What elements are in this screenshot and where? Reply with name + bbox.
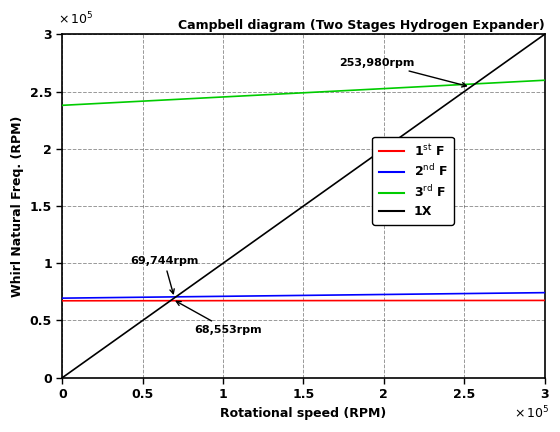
Text: 68,553rpm: 68,553rpm: [176, 302, 262, 335]
Text: 253,980rpm: 253,980rpm: [339, 57, 466, 87]
Y-axis label: Whirl Natural Freq. (RPM): Whirl Natural Freq. (RPM): [11, 115, 24, 297]
Text: $\times\,10^5$: $\times\,10^5$: [58, 11, 93, 28]
Legend: 1$^{\rm st}$ F, 2$^{\rm nd}$ F, 3$^{\rm rd}$ F, 1X: 1$^{\rm st}$ F, 2$^{\rm nd}$ F, 3$^{\rm …: [372, 137, 454, 225]
X-axis label: Rotational speed (RPM): Rotational speed (RPM): [220, 407, 386, 419]
Text: 69,744rpm: 69,744rpm: [130, 256, 198, 294]
Text: Campbell diagram (Two Stages Hydrogen Expander): Campbell diagram (Two Stages Hydrogen Ex…: [178, 19, 544, 32]
Text: $\times\,10^5$: $\times\,10^5$: [514, 405, 549, 422]
